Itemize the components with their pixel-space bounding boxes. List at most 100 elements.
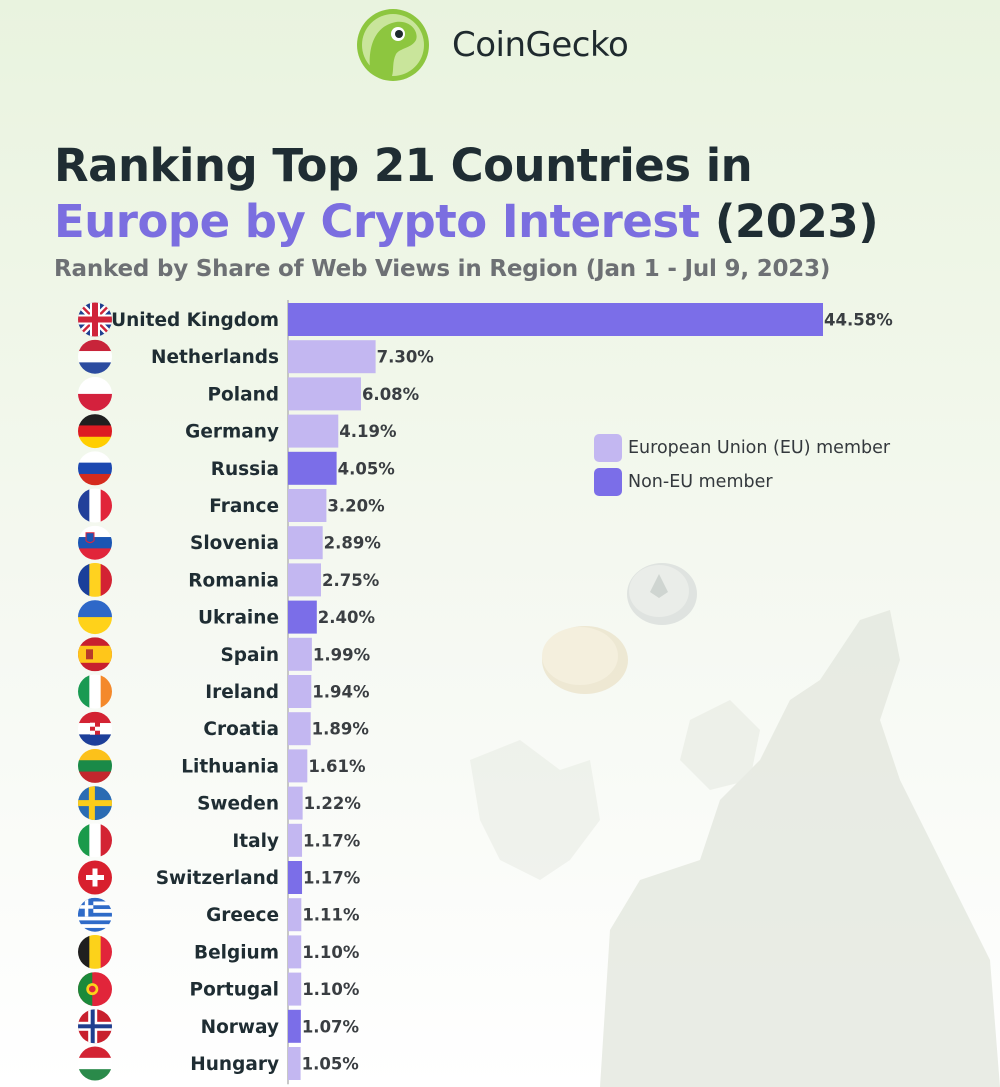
russia-flag-icon xyxy=(78,451,112,486)
category-label: Russia xyxy=(211,459,279,480)
lithuania-flag-icon xyxy=(78,748,112,783)
norway-flag-icon xyxy=(78,1009,112,1044)
bar xyxy=(288,1009,301,1043)
category-label: Spain xyxy=(220,645,279,666)
bar xyxy=(288,749,308,783)
bar xyxy=(288,861,303,894)
category-label: Poland xyxy=(207,384,279,405)
bar-row: Portugal 1.10% xyxy=(78,972,360,1007)
bar-row: Greece 1.11% xyxy=(78,897,360,932)
category-label: Sweden xyxy=(197,794,279,815)
category-label: Hungary xyxy=(190,1054,279,1075)
croatia-flag-icon xyxy=(78,711,112,746)
category-label: Belgium xyxy=(194,942,279,963)
bar-row: Croatia 1.89% xyxy=(78,711,370,746)
greece-flag-icon xyxy=(78,897,112,932)
category-label: Greece xyxy=(206,905,279,926)
category-label: Lithuania xyxy=(181,756,279,777)
belgium-flag-icon xyxy=(78,934,112,969)
brand-name: CoinGecko xyxy=(452,25,629,65)
brand-header: CoinGecko xyxy=(356,6,629,84)
category-label: Italy xyxy=(232,831,279,852)
value-label: 1.11% xyxy=(302,906,360,925)
bar xyxy=(288,526,323,560)
romania-flag-icon xyxy=(78,562,112,597)
spain-flag-icon xyxy=(78,637,112,672)
value-label: 4.19% xyxy=(339,422,397,441)
bar-row: Sweden 1.22% xyxy=(78,786,362,821)
bar-row: France 3.20% xyxy=(78,488,385,523)
category-label: Ireland xyxy=(205,682,279,703)
coin-decoration xyxy=(542,626,628,694)
bar xyxy=(288,637,312,671)
bar xyxy=(288,303,823,336)
bar xyxy=(288,414,339,448)
title-year: (2023) xyxy=(699,195,879,248)
category-label: Switzerland xyxy=(156,868,279,889)
hungary-flag-icon xyxy=(78,1046,112,1081)
bar-row: Netherlands 7.30% xyxy=(78,339,435,374)
bar-row: Russia 4.05% xyxy=(78,451,395,486)
sweden-flag-icon xyxy=(78,786,112,821)
category-label: Slovenia xyxy=(190,533,279,554)
uk-flag-icon xyxy=(78,302,112,337)
category-label: Netherlands xyxy=(151,347,279,368)
legend-item-eu: European Union (EU) member xyxy=(594,431,890,465)
bar-row: Italy 1.17% xyxy=(78,823,361,858)
bar-row: Ukraine 2.40% xyxy=(78,600,376,635)
ireland-flag-icon xyxy=(78,674,112,709)
value-label: 1.94% xyxy=(312,683,370,702)
bar xyxy=(288,340,376,374)
value-label: 1.99% xyxy=(313,645,371,664)
title-accent: Europe by Crypto Interest xyxy=(54,195,700,248)
value-label: 1.89% xyxy=(312,720,370,739)
bar-row: Slovenia 2.89% xyxy=(78,525,382,560)
bar-row: United Kingdom 44.58% xyxy=(78,302,893,337)
bar xyxy=(288,377,361,411)
portugal-flag-icon xyxy=(78,972,112,1007)
value-label: 1.07% xyxy=(302,1017,360,1036)
value-label: 7.30% xyxy=(377,348,435,367)
value-label: 1.10% xyxy=(302,943,360,962)
bar xyxy=(288,786,303,820)
bar xyxy=(288,451,337,485)
coingecko-logo-icon xyxy=(357,9,429,81)
category-label: Croatia xyxy=(203,719,279,740)
value-label: 2.89% xyxy=(324,534,382,553)
bar-row: Switzerland 1.17% xyxy=(78,860,361,895)
bar xyxy=(288,935,302,969)
value-label: 6.08% xyxy=(362,385,420,404)
legend: European Union (EU) member Non-EU member xyxy=(594,431,890,499)
bar-row: Romania 2.75% xyxy=(78,562,380,597)
legend-item-non-eu: Non-EU member xyxy=(594,465,890,499)
bar-row: Hungary 1.05% xyxy=(78,1046,359,1081)
title-line-1: Ranking Top 21 Countries in xyxy=(54,139,753,192)
value-label: 4.05% xyxy=(338,459,396,478)
legend-label-eu: European Union (EU) member xyxy=(628,438,891,458)
bar xyxy=(288,563,322,597)
subtitle: Ranked by Share of Web Views in Region (… xyxy=(54,256,831,282)
legend-swatch-eu xyxy=(594,434,622,462)
category-label: Ukraine xyxy=(198,608,279,629)
value-label: 1.10% xyxy=(302,980,360,999)
bar-row: Ireland 1.94% xyxy=(78,674,370,709)
category-label: Romania xyxy=(188,570,279,591)
value-label: 1.61% xyxy=(308,757,366,776)
ukraine-flag-icon xyxy=(78,600,112,635)
bar xyxy=(288,823,303,857)
value-label: 1.22% xyxy=(304,794,362,813)
france-flag-icon xyxy=(78,488,112,523)
category-label: Portugal xyxy=(190,980,279,1001)
bar-row: Germany 4.19% xyxy=(78,414,397,449)
bar xyxy=(288,675,312,708)
value-label: 3.20% xyxy=(327,497,385,516)
poland-flag-icon xyxy=(78,376,112,411)
value-label: 1.17% xyxy=(303,831,361,850)
bar-row: Lithuania 1.61% xyxy=(78,748,366,783)
legend-label-non-eu: Non-EU member xyxy=(628,472,773,492)
value-label: 1.17% xyxy=(303,869,361,888)
bar-row: Belgium 1.10% xyxy=(78,934,360,969)
netherlands-flag-icon xyxy=(78,339,112,374)
